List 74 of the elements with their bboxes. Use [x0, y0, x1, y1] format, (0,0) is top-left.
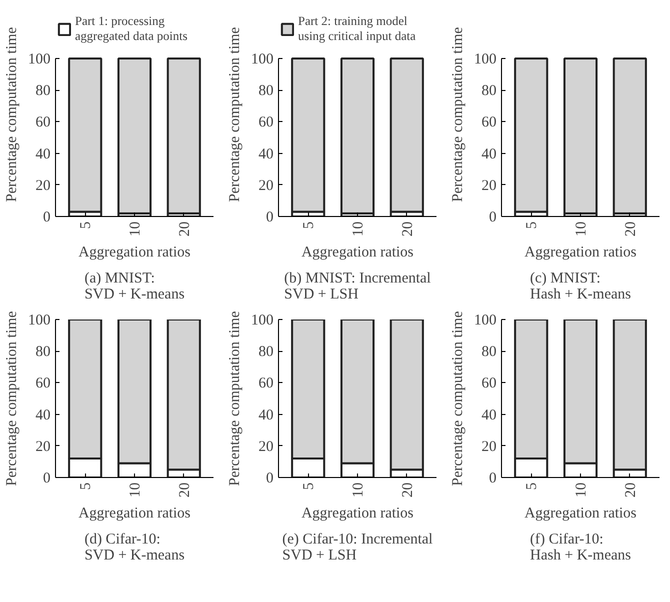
x-tick-label: 10: [128, 482, 144, 498]
y-tick-label: 40: [482, 407, 496, 424]
legend-label: Part 1: processing aggregated data points: [75, 14, 188, 44]
x-tick-label: 20: [176, 482, 193, 498]
x-axis-title: Aggregation ratios: [524, 506, 637, 522]
x-tick-label: 5: [301, 482, 318, 490]
y-tick-label: 40: [482, 146, 496, 162]
y-axis-title: Percentage computation time: [4, 310, 20, 486]
legend-label: Part 2: training model using critical input data: [298, 14, 416, 44]
text: (a) MNIST: SVD + K-means: [84, 270, 185, 302]
y-tick-label: 0: [489, 470, 496, 486]
y-tick-label: 60: [258, 376, 274, 392]
y-tick-label: 80: [482, 83, 496, 100]
y-tick-label: 40: [258, 146, 274, 162]
text: (c) MNIST: Hash + K-means: [530, 270, 632, 302]
x-tick-label: 10: [574, 222, 590, 236]
y-axis-title: Percentage computation time: [450, 26, 466, 202]
y-axis-title: Percentage computation time: [227, 310, 243, 486]
y-tick-label: 0: [489, 210, 496, 226]
y-tick-label: 100: [251, 312, 274, 328]
y-axis-title: Percentage computation time: [450, 310, 466, 486]
x-tick-label: 5: [78, 222, 94, 229]
y-tick-label: 100: [28, 312, 50, 328]
y-tick-label: 80: [36, 344, 50, 360]
x-tick-label: 20: [176, 222, 193, 236]
y-tick-label: 20: [36, 438, 50, 455]
x-tick-label: 20: [622, 222, 639, 236]
y-tick-label: 80: [482, 344, 496, 360]
x-tick-label: 5: [524, 222, 540, 229]
y-tick-label: 20: [482, 438, 496, 455]
y-tick-label: 40: [36, 407, 50, 424]
x-tick-label: 5: [524, 482, 540, 490]
y-tick-label: 100: [474, 312, 496, 328]
text: (d) Cifar-10: SVD + K-means: [84, 532, 185, 564]
x-axis-title: Aggregation ratios: [301, 244, 414, 260]
y-tick-label: 20: [482, 178, 496, 194]
text: (f) Cifar-10: Hash + K-means: [530, 532, 632, 564]
x-tick-label: 10: [350, 482, 366, 498]
y-tick-label: 100: [251, 52, 274, 68]
x-axis-title: Aggregation ratios: [78, 506, 191, 522]
y-tick-label: 40: [258, 407, 274, 424]
y-tick-label: 60: [482, 376, 496, 392]
y-tick-label: 0: [266, 210, 274, 226]
text: (b) MNIST: Incremental SVD + LSH: [284, 270, 431, 302]
y-tick-label: 80: [258, 344, 274, 360]
y-tick-label: 0: [43, 210, 50, 226]
y-tick-label: 100: [474, 52, 496, 68]
x-tick-label: 10: [128, 222, 144, 236]
x-tick-label: 20: [400, 482, 416, 498]
x-tick-label: 10: [574, 482, 590, 498]
x-tick-label: 10: [350, 222, 366, 236]
y-tick-label: 60: [36, 376, 50, 392]
x-tick-label: 20: [622, 482, 639, 498]
x-tick-label: 5: [78, 482, 94, 490]
x-tick-label: 20: [400, 222, 416, 236]
y-tick-label: 80: [36, 83, 50, 100]
x-axis-title: Aggregation ratios: [301, 506, 414, 522]
y-tick-label: 60: [258, 114, 274, 131]
y-tick-label: 40: [36, 146, 50, 162]
y-tick-label: 0: [266, 470, 274, 486]
y-tick-label: 60: [36, 114, 50, 131]
y-tick-label: 20: [36, 178, 50, 194]
y-tick-label: 0: [43, 470, 50, 486]
y-tick-label: 80: [258, 83, 274, 100]
x-axis-title: Aggregation ratios: [524, 244, 637, 260]
text: (e) Cifar-10: Incremental SVD + LSH: [282, 532, 433, 564]
x-axis-title: Aggregation ratios: [78, 244, 191, 260]
y-tick-label: 20: [258, 438, 274, 455]
y-axis-title: Percentage computation time: [227, 26, 243, 202]
x-tick-label: 5: [301, 222, 318, 229]
y-tick-label: 60: [482, 114, 496, 131]
y-tick-label: 100: [28, 52, 50, 68]
y-tick-label: 20: [258, 178, 274, 194]
y-axis-title: Percentage computation time: [4, 26, 20, 202]
